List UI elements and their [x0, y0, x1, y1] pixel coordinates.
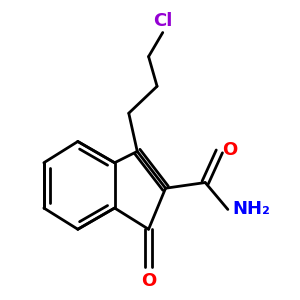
Text: O: O: [222, 141, 237, 159]
Text: NH₂: NH₂: [232, 200, 270, 218]
Text: O: O: [141, 272, 156, 290]
Text: Cl: Cl: [153, 12, 172, 30]
